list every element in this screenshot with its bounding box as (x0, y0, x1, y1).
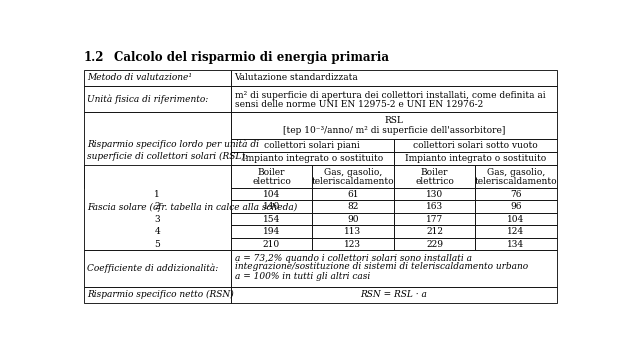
Text: teleriscaldamento: teleriscaldamento (474, 177, 558, 186)
Text: Metodo di valutazione¹: Metodo di valutazione¹ (87, 74, 192, 82)
Bar (231, 226, 312, 238)
Text: Impianto integrato o sostituito: Impianto integrato o sostituito (404, 154, 546, 163)
Text: RSN = RSL · a: RSN = RSL · a (360, 290, 427, 299)
Text: 5: 5 (154, 240, 160, 249)
Text: sensi delle norme UNI EN 12975-2 e UNI EN 12976-2: sensi delle norme UNI EN 12975-2 e UNI E… (234, 100, 483, 109)
Bar (231, 213, 312, 226)
Text: 212: 212 (426, 227, 443, 236)
Text: teleriscaldamento: teleriscaldamento (312, 177, 394, 186)
Text: superficie di collettori solari (RSL):: superficie di collettori solari (RSL): (87, 152, 248, 161)
Text: 163: 163 (426, 202, 443, 211)
Text: 82: 82 (348, 202, 359, 211)
Text: Risparmio specifico lordo per unità di: Risparmio specifico lordo per unità di (87, 139, 259, 149)
Text: 1: 1 (154, 190, 160, 199)
Bar (312, 188, 394, 201)
Bar (394, 152, 557, 165)
Text: Gas, gasolio,: Gas, gasolio, (324, 168, 382, 177)
Text: 113: 113 (344, 227, 361, 236)
Bar (231, 86, 557, 112)
Bar (475, 213, 557, 226)
Text: 154: 154 (262, 215, 280, 224)
Text: Impianto integrato o sostituito: Impianto integrato o sostituito (242, 154, 383, 163)
Text: RSL: RSL (384, 116, 403, 125)
Text: 229: 229 (426, 240, 443, 249)
Bar (231, 201, 312, 213)
Text: 96: 96 (510, 202, 522, 211)
Text: 104: 104 (263, 190, 280, 199)
Text: 130: 130 (426, 190, 443, 199)
Text: 76: 76 (510, 190, 522, 199)
Bar (231, 238, 312, 251)
Text: 140: 140 (263, 202, 280, 211)
Bar (84, 70, 231, 86)
Text: elettrico: elettrico (415, 177, 454, 186)
Text: 2: 2 (154, 202, 160, 211)
Text: 61: 61 (348, 190, 359, 199)
Bar (231, 251, 557, 287)
Text: Risparmio specifico netto (RSN): Risparmio specifico netto (RSN) (87, 290, 234, 299)
Text: [tep 10⁻³/anno/ m² di superficie dell'assorbitore]: [tep 10⁻³/anno/ m² di superficie dell'as… (282, 126, 505, 135)
Bar (231, 70, 557, 86)
Text: a = 73,2% quando i collettori solari sono installati a: a = 73,2% quando i collettori solari son… (234, 254, 472, 263)
Text: 3: 3 (154, 215, 160, 224)
Bar (394, 188, 475, 201)
Bar (394, 139, 557, 152)
Bar (312, 213, 394, 226)
Bar (84, 165, 231, 251)
Text: m² di superficie di apertura dei collettori installati, come definita ai: m² di superficie di apertura dei collett… (234, 91, 545, 100)
Bar (475, 238, 557, 251)
Text: 104: 104 (508, 215, 524, 224)
Text: 90: 90 (348, 215, 359, 224)
Text: 123: 123 (344, 240, 361, 249)
Bar (394, 238, 475, 251)
Bar (475, 226, 557, 238)
Text: 4: 4 (154, 227, 160, 236)
Bar (84, 287, 231, 303)
Bar (231, 287, 557, 303)
Text: a = 100% in tutti gli altri casi: a = 100% in tutti gli altri casi (234, 272, 370, 281)
Text: Gas, gasolio,: Gas, gasolio, (487, 168, 545, 177)
Text: 124: 124 (508, 227, 524, 236)
Bar (312, 201, 394, 213)
Bar (475, 201, 557, 213)
Bar (394, 213, 475, 226)
Text: 177: 177 (426, 215, 443, 224)
Bar (312, 226, 394, 238)
Bar (394, 165, 475, 188)
Bar (84, 86, 231, 112)
Bar (231, 112, 557, 139)
Text: 1.2: 1.2 (84, 51, 104, 64)
Bar (475, 165, 557, 188)
Text: Unità fisica di riferimento:: Unità fisica di riferimento: (87, 94, 208, 104)
Text: 210: 210 (263, 240, 280, 249)
Text: 194: 194 (263, 227, 280, 236)
Bar (84, 251, 231, 287)
Bar (231, 188, 312, 201)
Bar (231, 165, 312, 188)
Bar (231, 152, 394, 165)
Bar (394, 201, 475, 213)
Text: collettori solari piani: collettori solari piani (264, 141, 360, 150)
Text: Boiler: Boiler (421, 168, 448, 177)
Text: integrazione/sostituzione di sistemi di teleriscaldamento urbano: integrazione/sostituzione di sistemi di … (234, 262, 528, 271)
Bar (312, 238, 394, 251)
Bar (475, 188, 557, 201)
Text: Valutazione standardizzata: Valutazione standardizzata (234, 74, 358, 82)
Text: Boiler: Boiler (258, 168, 285, 177)
Text: Fascia solare (cfr. tabella in calce alla scheda): Fascia solare (cfr. tabella in calce all… (87, 203, 297, 212)
Bar (84, 112, 231, 188)
Text: collettori solari sotto vuoto: collettori solari sotto vuoto (413, 141, 538, 150)
Text: elettrico: elettrico (252, 177, 291, 186)
Text: 134: 134 (508, 240, 524, 249)
Bar (312, 165, 394, 188)
Text: Calcolo del risparmio di energia primaria: Calcolo del risparmio di energia primari… (114, 51, 389, 64)
Bar (394, 226, 475, 238)
Bar (231, 139, 394, 152)
Text: Coefficiente di addizionalità:: Coefficiente di addizionalità: (87, 264, 218, 273)
